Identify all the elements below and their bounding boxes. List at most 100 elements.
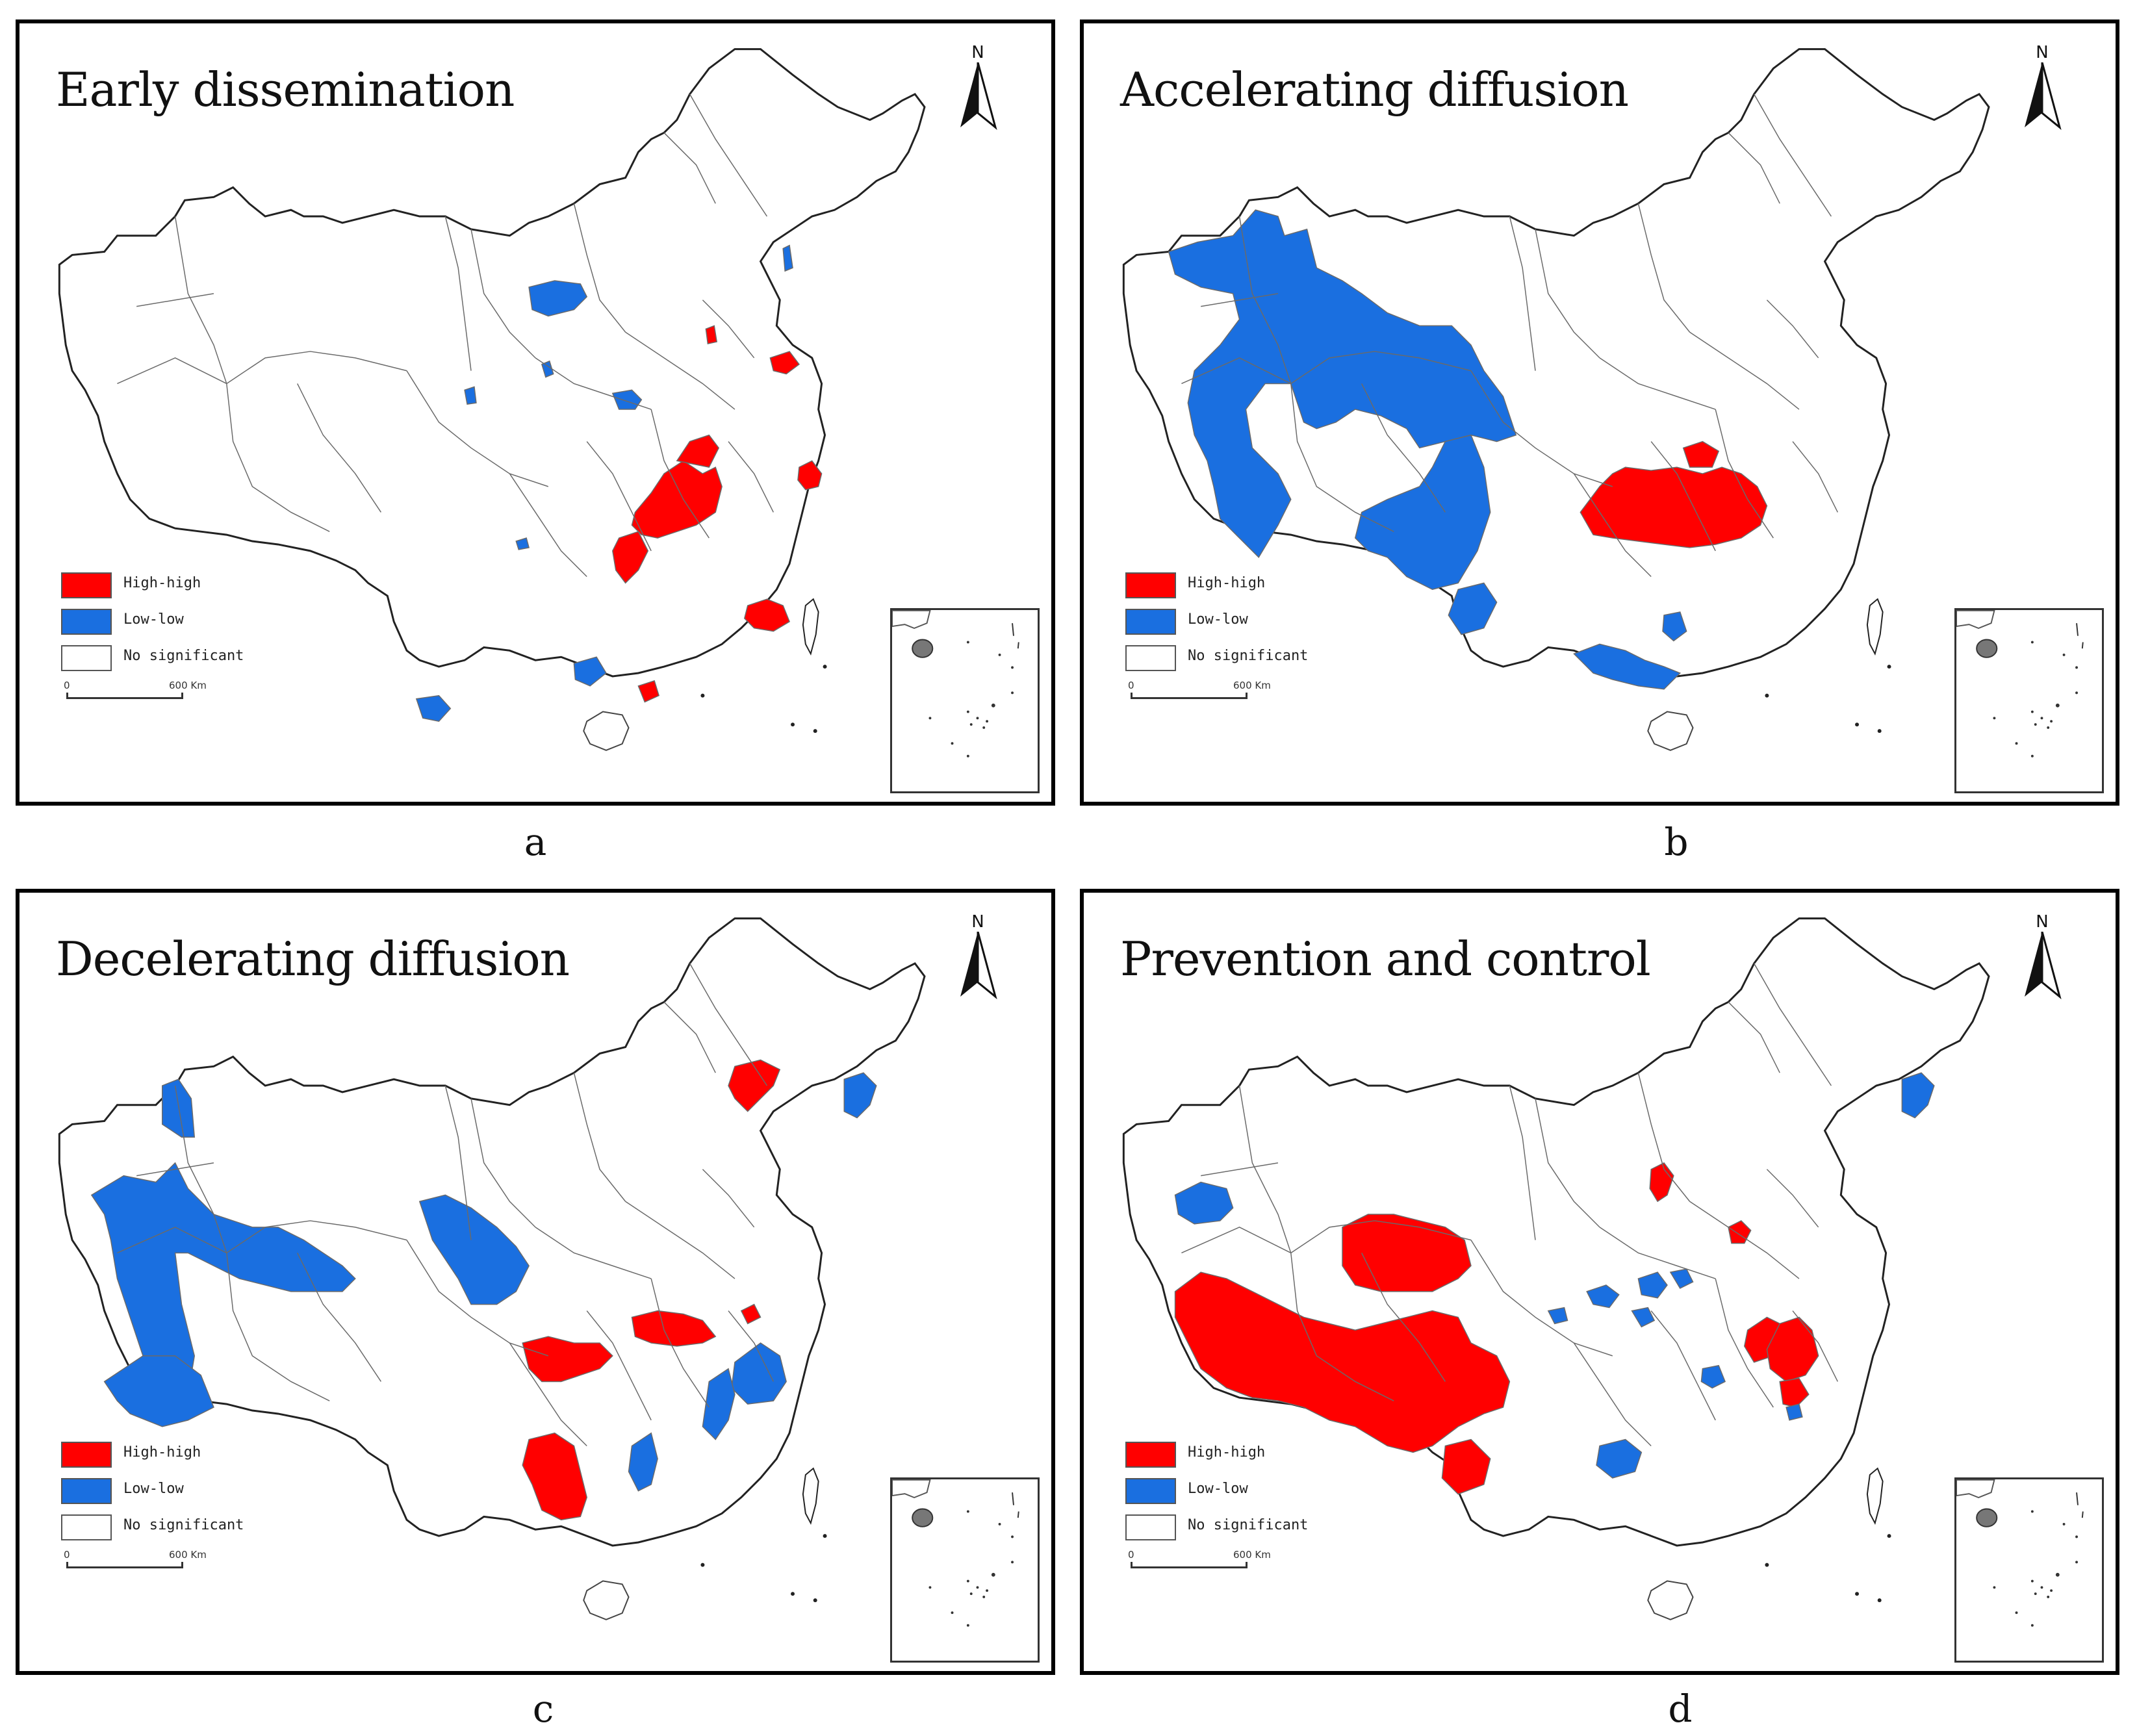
low-low-cluster	[528, 280, 588, 317]
legend-label-high-high: High-high	[123, 1444, 201, 1461]
map-panel-a: Early dissemination N High-high Low-low …	[16, 19, 1055, 806]
north-label: N	[971, 43, 984, 62]
inset-map	[892, 1479, 1019, 1627]
china-map-d	[1122, 917, 1990, 1620]
scale-zero: 0	[64, 680, 70, 691]
legend-label-no-significant: No significant	[1188, 648, 1309, 664]
north-arrow: N	[2019, 912, 2065, 1003]
high-high-cluster	[1728, 1220, 1752, 1244]
low-low-cluster	[573, 656, 607, 687]
high-high-cluster	[705, 325, 718, 344]
offshore-island	[1855, 1592, 1860, 1596]
high-high-cluster	[1441, 1438, 1491, 1495]
scale-line	[1131, 1562, 1248, 1568]
panel-title-a: Early dissemination	[56, 62, 515, 117]
high-high-cluster	[769, 351, 800, 375]
offshore-island	[700, 693, 705, 698]
legend-label-low-low: Low-low	[1188, 1481, 1248, 1497]
low-low-cluster	[1785, 1403, 1803, 1421]
high-high-cluster	[637, 680, 659, 703]
hainan-island	[583, 711, 630, 751]
offshore-island	[1887, 665, 1891, 669]
high-high-cluster	[676, 434, 720, 468]
legend-label-low-low: Low-low	[1188, 611, 1248, 628]
offshore-island	[1887, 1534, 1891, 1538]
legend-label-high-high: High-high	[1188, 575, 1266, 591]
panel-title-b: Accelerating diffusion	[1120, 62, 1629, 117]
north-arrow: N	[955, 912, 1001, 1003]
low-low-cluster	[1631, 1307, 1656, 1328]
legend-label-no-significant: No significant	[123, 1517, 244, 1533]
low-low-cluster	[103, 1355, 214, 1427]
high-high-cluster	[522, 1432, 587, 1521]
china-map-a	[58, 48, 926, 751]
low-low-cluster	[611, 389, 643, 410]
high-high-cluster	[1342, 1214, 1472, 1292]
offshore-island	[823, 665, 827, 669]
scale-line	[1131, 693, 1248, 699]
swatch-low-low	[1125, 1478, 1176, 1504]
admin-boundaries	[1181, 963, 1838, 1446]
taiwan-island	[802, 598, 819, 656]
offshore-island	[1877, 729, 1882, 734]
china-map-c	[58, 917, 926, 1620]
caption-d: d	[1668, 1687, 1693, 1731]
hainan-island	[583, 1580, 630, 1620]
legend-label-low-low: Low-low	[123, 1481, 184, 1497]
offshore-island	[813, 1598, 817, 1603]
low-low-cluster	[1596, 1438, 1643, 1479]
south-china-sea-inset	[1954, 608, 2104, 793]
high-high-cluster	[728, 1059, 781, 1112]
swatch-high-high	[1125, 572, 1176, 598]
swatch-low-low	[1125, 609, 1176, 635]
north-label: N	[2036, 43, 2049, 62]
low-low-cluster	[1669, 1268, 1694, 1289]
low-low-cluster	[1901, 1072, 1935, 1119]
china-outline	[58, 48, 926, 678]
inset-map	[1956, 610, 2084, 758]
taiwan-island	[802, 1467, 819, 1525]
south-china-sea-inset	[1954, 1477, 2104, 1663]
taiwan-island	[1866, 1467, 1884, 1525]
high-high-cluster	[631, 460, 723, 539]
low-low-cluster	[1448, 582, 1498, 635]
offshore-island	[1765, 693, 1769, 698]
low-low-cluster	[162, 1079, 196, 1138]
low-low-cluster	[1174, 1181, 1234, 1225]
scale-distance: 600 Km	[169, 1549, 207, 1561]
swatch-no-significant	[1125, 1514, 1176, 1540]
low-low-cluster	[1354, 434, 1491, 591]
scale-distance: 600 Km	[169, 680, 207, 691]
swatch-no-significant	[61, 1514, 112, 1540]
north-arrow: N	[955, 43, 1001, 134]
low-low-cluster	[515, 537, 530, 550]
high-high-cluster	[1779, 1377, 1810, 1408]
caption-b: b	[1664, 820, 1689, 864]
offshore-island	[1855, 722, 1860, 727]
low-low-cluster	[628, 1432, 658, 1492]
low-low-cluster	[1700, 1364, 1726, 1389]
swatch-low-low	[61, 1478, 112, 1504]
taiwan-island	[1866, 598, 1884, 656]
legend-label-no-significant: No significant	[1188, 1517, 1309, 1533]
scale-line	[66, 693, 183, 699]
china-map-b	[1122, 48, 1990, 751]
north-label: N	[2036, 912, 2049, 932]
south-china-sea-inset	[890, 1477, 1040, 1663]
high-high-cluster	[522, 1336, 613, 1383]
admin-boundaries	[1181, 94, 1838, 577]
caption-a: a	[524, 820, 547, 864]
offshore-island	[791, 1592, 795, 1596]
low-low-cluster	[1168, 209, 1517, 558]
swatch-high-high	[61, 572, 112, 598]
high-high-cluster	[631, 1310, 717, 1347]
admin-boundaries	[117, 963, 774, 1446]
swatch-high-high	[1125, 1442, 1176, 1468]
offshore-island	[823, 1534, 827, 1538]
north-label: N	[971, 912, 984, 932]
low-low-cluster	[782, 244, 793, 272]
high-high-cluster	[740, 1303, 761, 1325]
scale-zero: 0	[1128, 1549, 1134, 1561]
map-panel-c: Decelerating diffusion N High-high Low-l…	[16, 889, 1055, 1675]
offshore-island	[813, 729, 817, 734]
